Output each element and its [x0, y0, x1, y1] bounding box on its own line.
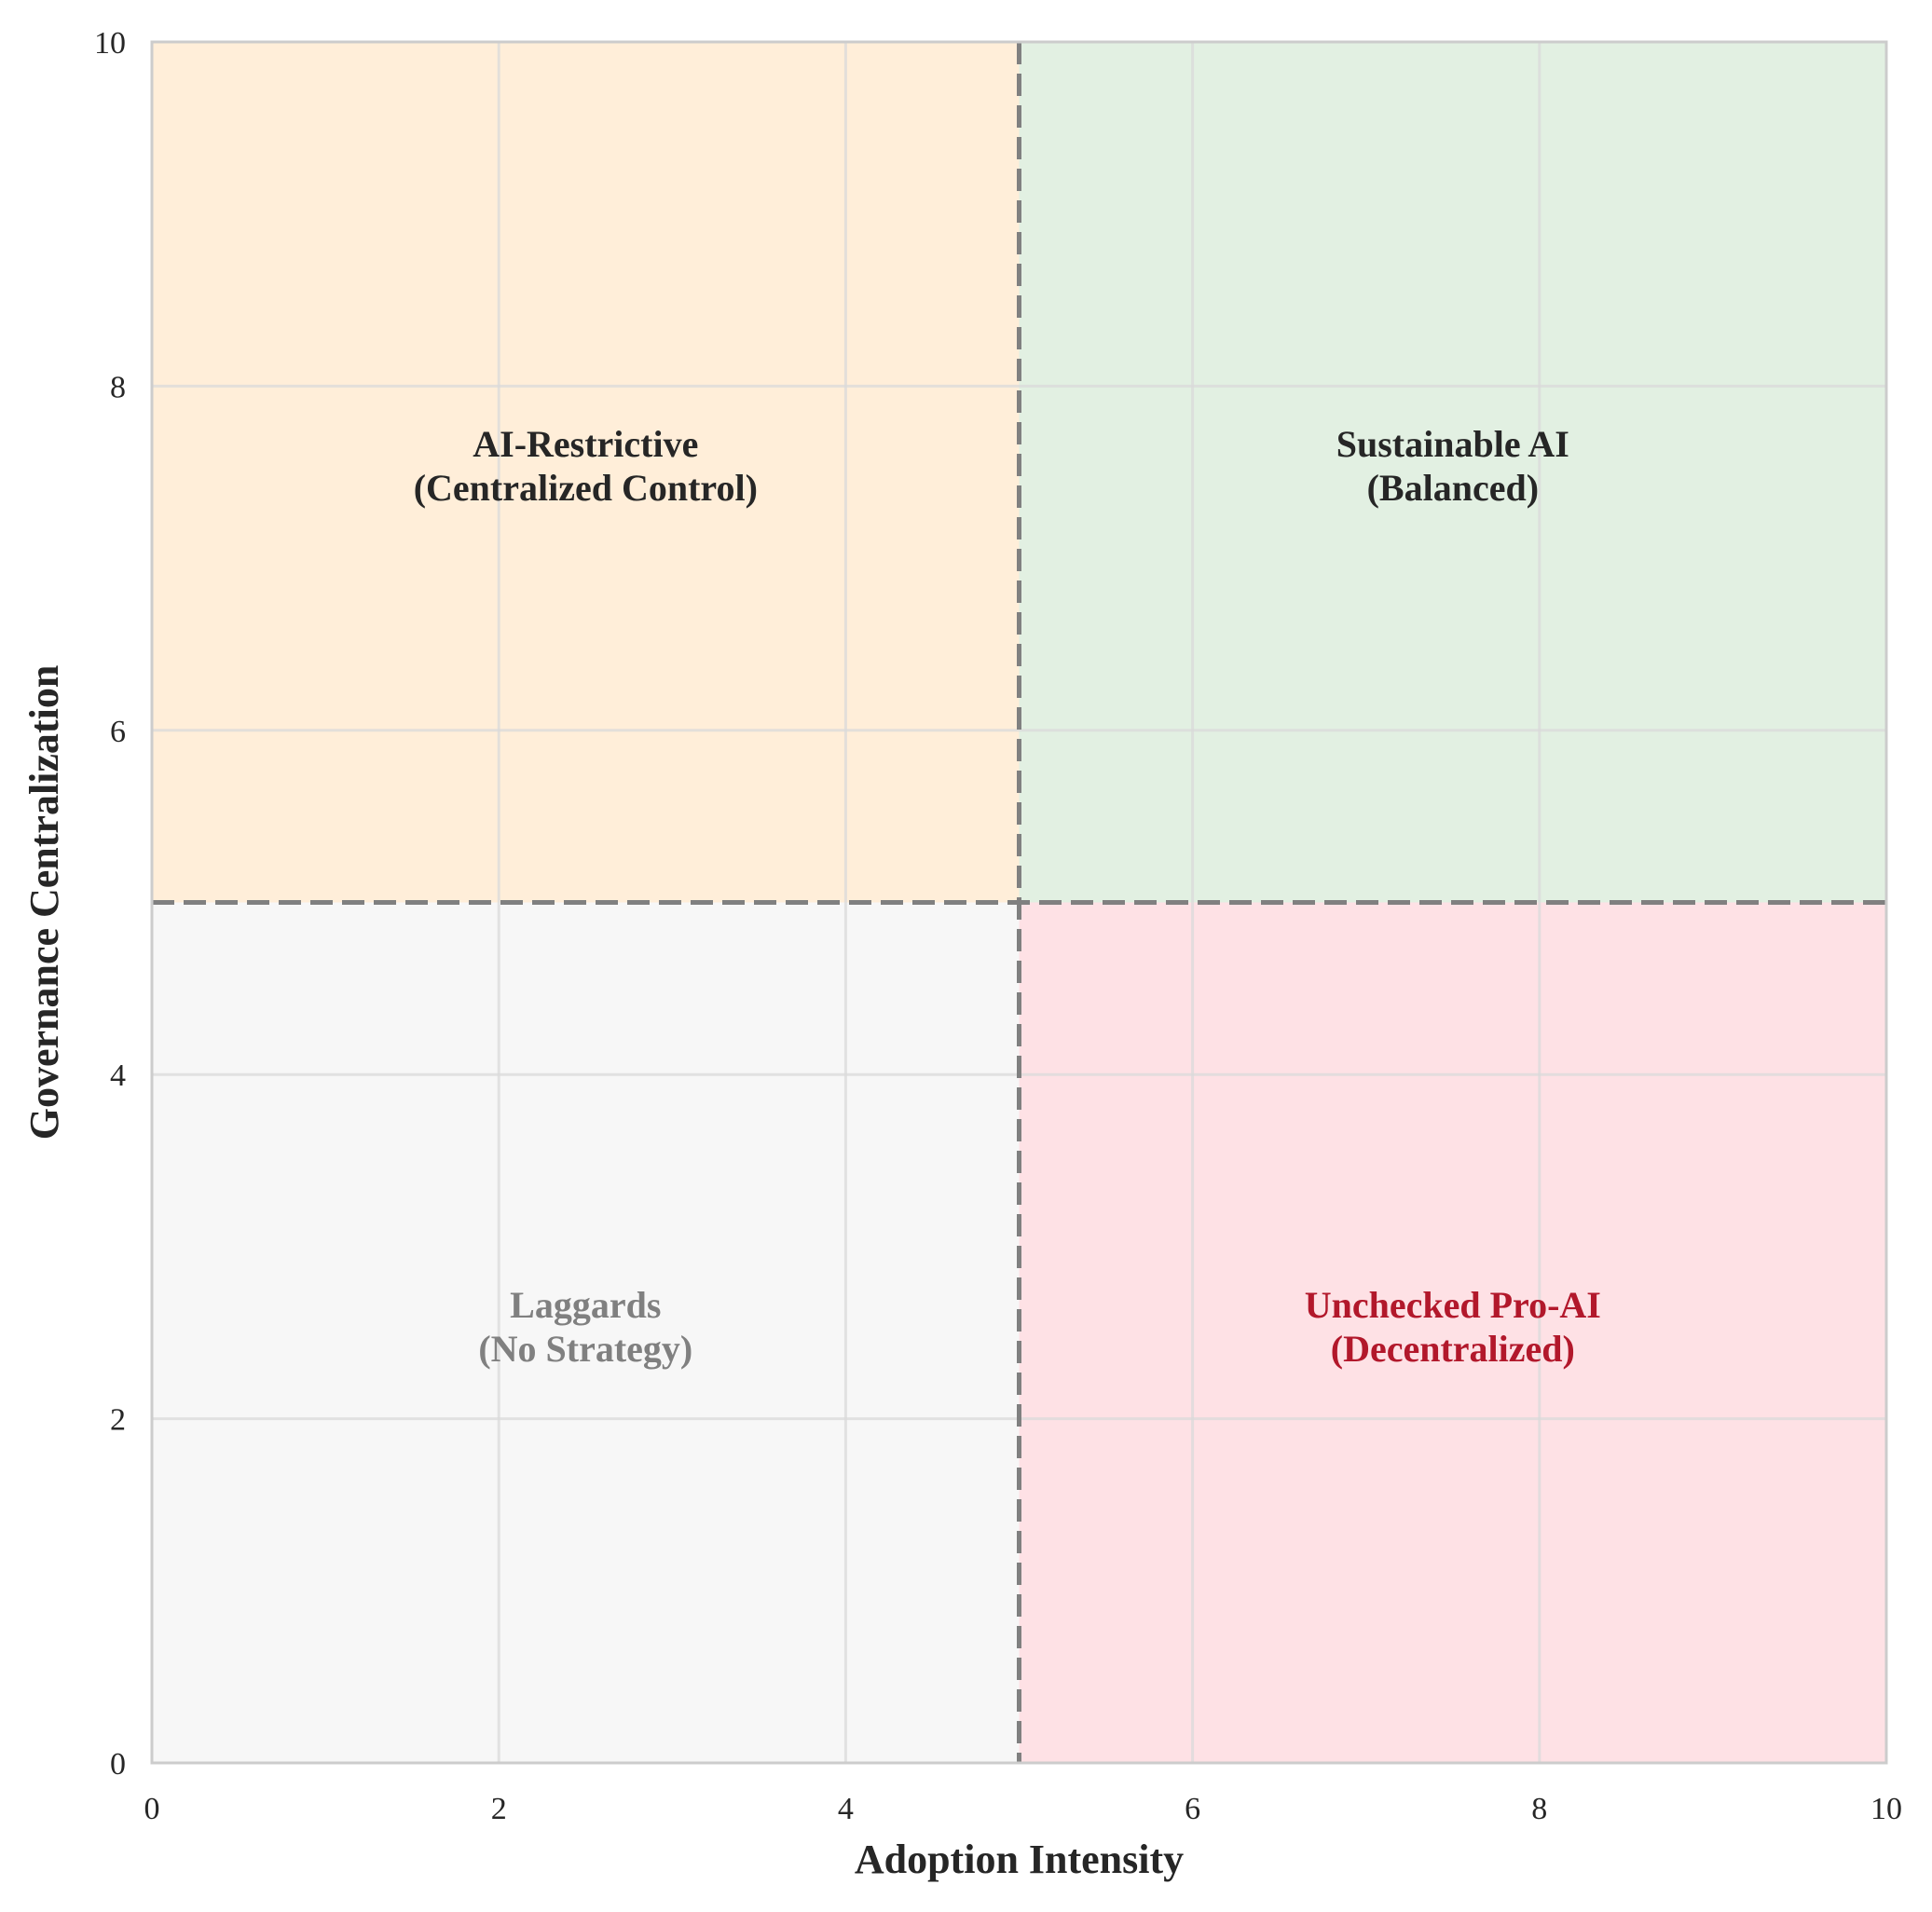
y-tick-8: 8 [110, 370, 126, 404]
y-tick-10: 10 [94, 26, 126, 61]
x-tick-4: 4 [838, 1792, 854, 1826]
y-tick-labels: 0 2 4 6 8 10 [94, 26, 126, 1782]
label-unchecked-pro-ai: Unchecked Pro-AI [1305, 1284, 1601, 1326]
x-tick-2: 2 [491, 1792, 507, 1826]
quadrant-bottom-right [1019, 902, 1886, 1763]
y-axis-label: Governance Centralization [21, 665, 67, 1140]
x-tick-6: 6 [1185, 1792, 1200, 1826]
y-tick-4: 4 [110, 1058, 126, 1093]
label-sustainable-ai-sub: (Balanced) [1367, 467, 1539, 509]
label-ai-restrictive-sub: (Centralized Control) [414, 467, 758, 509]
label-laggards: Laggards [510, 1284, 661, 1326]
x-tick-8: 8 [1531, 1792, 1547, 1826]
quadrant-top-right [1019, 42, 1886, 903]
label-sustainable-ai: Sustainable AI [1336, 423, 1569, 465]
label-laggards-sub: (No Strategy) [478, 1328, 692, 1370]
x-tick-labels: 0 2 4 6 8 10 [144, 1792, 1903, 1826]
label-ai-restrictive: AI-Restrictive [473, 423, 698, 465]
x-tick-0: 0 [144, 1792, 160, 1826]
x-axis-label: Adoption Intensity [855, 1837, 1184, 1882]
quadrant-top-left [152, 42, 1020, 903]
label-unchecked-pro-ai-sub: (Decentralized) [1331, 1328, 1575, 1370]
y-tick-2: 2 [110, 1403, 126, 1438]
y-tick-6: 6 [110, 715, 126, 749]
y-tick-0: 0 [110, 1747, 126, 1782]
quadrant-bottom-left [152, 902, 1020, 1763]
x-tick-10: 10 [1870, 1792, 1902, 1826]
plot-frame [150, 40, 1888, 1765]
